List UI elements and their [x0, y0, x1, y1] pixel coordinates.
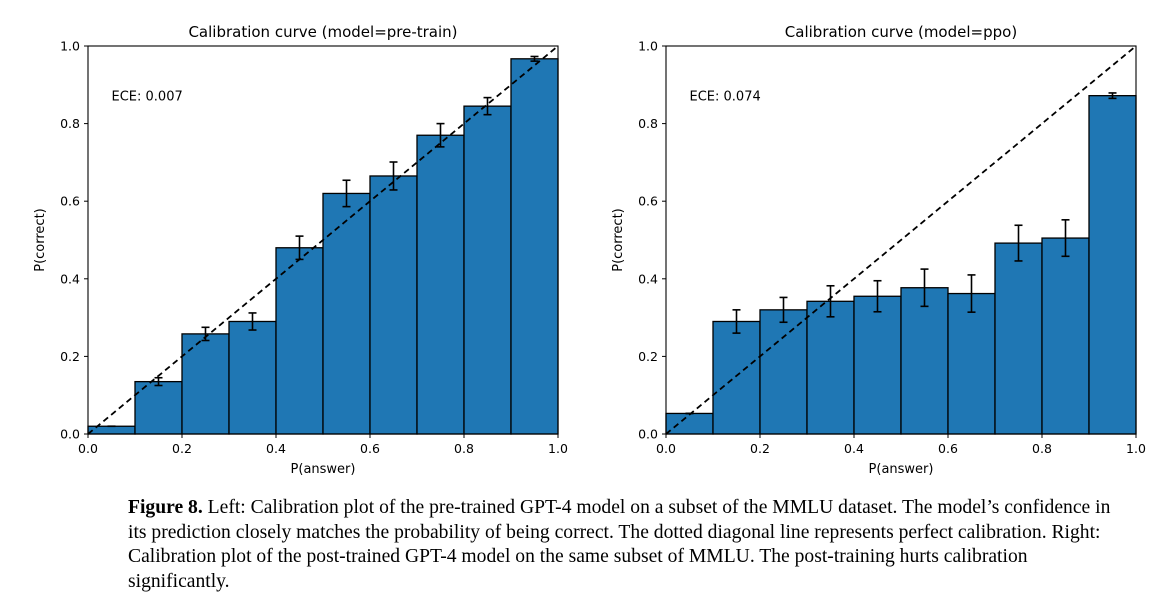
- y-tick-label: 0.0: [60, 427, 80, 442]
- error-bar: [873, 279, 882, 313]
- chart-panel-1: 0.0 0.2 0.4 0.6 0.8 1.0 0.0 0.2 0.4 0.6 0.8 1.0 Cali…: [33, 23, 568, 477]
- bar: [463, 105, 512, 435]
- x-tick-label: 1.0: [1126, 441, 1146, 456]
- y-tick-label: 0.4: [638, 271, 658, 286]
- x-tick-label: 0.2: [750, 441, 770, 456]
- y-axis-label: P(correct): [611, 208, 626, 272]
- ece-annotation: ECE: 0.074: [690, 89, 761, 104]
- perfect-calibration-line: [87, 45, 559, 435]
- x-tick-label: 0.6: [938, 441, 958, 456]
- error-bar: [1014, 224, 1023, 262]
- figure-caption: Figure 8. Left: Calibration plot of the …: [128, 496, 1128, 594]
- bar: [134, 380, 183, 435]
- calibration-figure: 0.0 0.2 0.4 0.6 0.8 1.0 0.0 0.2 0.4 0.6 0.8 1.0 Cali…: [33, 23, 1146, 477]
- x-axis-label: P(answer): [869, 462, 934, 477]
- y-tick-label: 0.6: [638, 194, 658, 209]
- x-tick-label: 0.4: [844, 441, 864, 456]
- caption-label: Figure 8.: [128, 497, 203, 518]
- chart-title: Calibration curve (model=ppo): [785, 23, 1017, 41]
- error-bar: [1061, 219, 1070, 258]
- bar: [228, 320, 277, 435]
- error-bar: [483, 96, 492, 116]
- x-tick-label: 1.0: [548, 441, 568, 456]
- bar: [853, 295, 902, 435]
- x-tick-label: 0.8: [1032, 441, 1052, 456]
- bar: [759, 309, 808, 435]
- error-bar: [732, 309, 741, 334]
- x-tick-label: 0.4: [266, 441, 286, 456]
- error-bar: [1108, 92, 1117, 100]
- bar: [665, 412, 714, 435]
- y-tick-label: 0.0: [638, 427, 658, 442]
- bar: [416, 134, 465, 435]
- y-tick-label: 0.8: [638, 116, 658, 131]
- error-bar: [920, 268, 929, 308]
- x-tick-label: 0.6: [360, 441, 380, 456]
- y-axis-label: P(correct): [33, 208, 48, 272]
- bar: [900, 287, 949, 435]
- bar: [947, 292, 996, 435]
- error-bar: [967, 274, 976, 313]
- ece-annotation: ECE: 0.007: [112, 89, 183, 104]
- bar: [322, 192, 371, 435]
- y-tick-label: 0.6: [60, 194, 80, 209]
- bar: [275, 247, 324, 435]
- bar: [181, 333, 230, 435]
- bar: [369, 175, 418, 435]
- x-tick-label: 0.0: [656, 441, 676, 456]
- x-tick-label: 0.2: [172, 441, 192, 456]
- bar: [87, 425, 136, 435]
- y-tick-label: 0.2: [638, 349, 658, 364]
- y-tick-label: 1.0: [60, 39, 80, 54]
- error-bar: [826, 284, 835, 318]
- y-tick-label: 0.8: [60, 116, 80, 131]
- error-bar: [248, 312, 257, 331]
- bar: [1041, 237, 1090, 435]
- y-tick-label: 0.2: [60, 349, 80, 364]
- plot-frame: [665, 45, 1137, 435]
- error-bar: [530, 55, 539, 62]
- x-axis-label: P(answer): [291, 462, 356, 477]
- bar: [806, 300, 855, 435]
- error-bar: [779, 296, 788, 324]
- x-tick-label: 0.8: [454, 441, 474, 456]
- caption-text: Left: Calibration plot of the pre-traine…: [128, 497, 1111, 592]
- plot-frame: [87, 45, 559, 435]
- bar: [994, 242, 1043, 435]
- bar: [1088, 95, 1137, 435]
- bar: [510, 58, 559, 435]
- error-bar: [389, 161, 398, 191]
- bar: [712, 320, 761, 435]
- y-tick-label: 0.4: [60, 271, 80, 286]
- chart-title: Calibration curve (model=pre-train): [188, 23, 457, 41]
- error-bar: [436, 122, 445, 148]
- error-bar: [201, 326, 210, 342]
- y-tick-label: 1.0: [638, 39, 658, 54]
- error-bar: [342, 179, 351, 208]
- x-tick-label: 0.0: [78, 441, 98, 456]
- error-bar: [154, 376, 163, 387]
- perfect-calibration-line: [665, 45, 1137, 435]
- chart-panel-2: 0.0 0.2 0.4 0.6 0.8 1.0 0.0 0.2 0.4 0.6 0.8 1.0 Cali…: [611, 23, 1146, 477]
